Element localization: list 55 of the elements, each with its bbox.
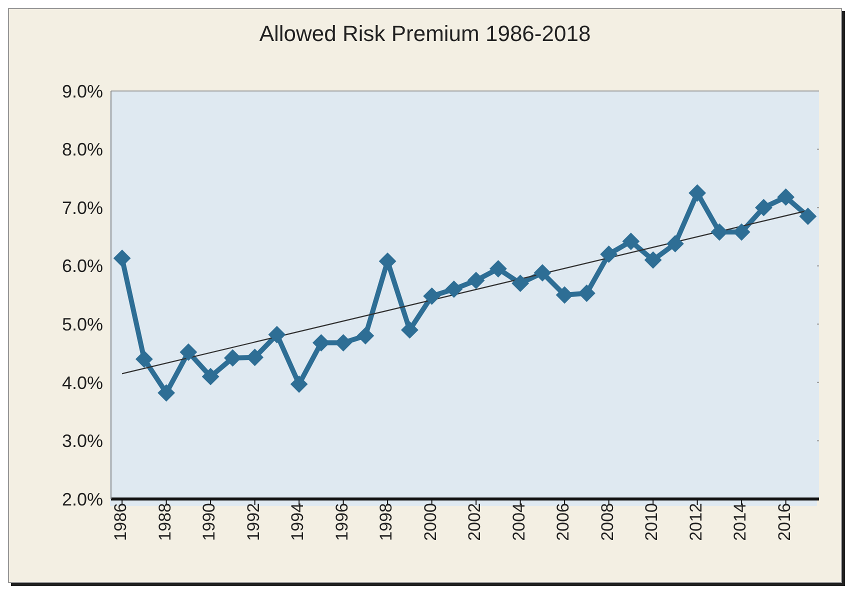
- point: [777, 188, 794, 206]
- y-tick-label: 4.0%: [62, 372, 103, 393]
- point: [622, 232, 640, 250]
- x-tick-label: 2008: [598, 503, 617, 541]
- x-tick-label: 2006: [554, 503, 573, 541]
- point: [578, 284, 596, 302]
- x-tick-label: 1996: [332, 503, 352, 541]
- x-tick-label: 1998: [376, 503, 396, 541]
- point: [114, 250, 131, 267]
- point: [468, 272, 485, 289]
- y-tick-label: 8.0%: [62, 140, 103, 160]
- point: [644, 252, 662, 269]
- x-tick-label: 1988: [155, 503, 174, 541]
- point: [290, 376, 308, 393]
- y-tick-label: 2.0%: [62, 489, 103, 510]
- x-tick-label: 2016: [774, 503, 794, 541]
- x-tick-label: 2000: [420, 503, 440, 541]
- point: [799, 208, 816, 225]
- point: [401, 321, 418, 338]
- point: [445, 280, 462, 298]
- x-tick-label: 2002: [465, 503, 484, 541]
- y-tick-label: 3.0%: [62, 431, 103, 452]
- point: [224, 349, 242, 366]
- x-tick-label: 2004: [509, 503, 528, 541]
- x-tick-label: 1994: [288, 503, 308, 541]
- point: [534, 264, 551, 282]
- point: [423, 288, 440, 305]
- point: [733, 224, 750, 241]
- point: [268, 326, 286, 344]
- y-tick-label: 7.0%: [62, 198, 103, 218]
- point: [512, 274, 529, 292]
- y-tick-label: 9.0%: [62, 81, 103, 102]
- x-tick-label: 1986: [111, 503, 130, 541]
- point: [202, 368, 220, 386]
- x-tick-label: 2014: [730, 503, 750, 541]
- point: [356, 327, 374, 344]
- x-tick-label: 1992: [244, 503, 263, 541]
- point: [556, 286, 574, 304]
- point: [666, 235, 684, 252]
- point: [180, 344, 197, 361]
- point: [158, 384, 175, 402]
- point: [710, 224, 728, 241]
- point: [136, 350, 153, 368]
- point: [600, 246, 618, 263]
- x-tick-label: 2010: [642, 503, 662, 541]
- point: [379, 252, 396, 270]
- x-tick-label: 2012: [686, 503, 706, 541]
- y-tick-label: 5.0%: [62, 314, 103, 335]
- point: [490, 260, 507, 278]
- x-tick-label: 1990: [200, 503, 219, 541]
- point: [755, 199, 772, 216]
- point: [246, 348, 264, 366]
- chart-title: Allowed Risk Premium 1986-2018: [258, 21, 592, 47]
- point: [688, 184, 706, 202]
- y-tick-label: 6.0%: [62, 256, 103, 276]
